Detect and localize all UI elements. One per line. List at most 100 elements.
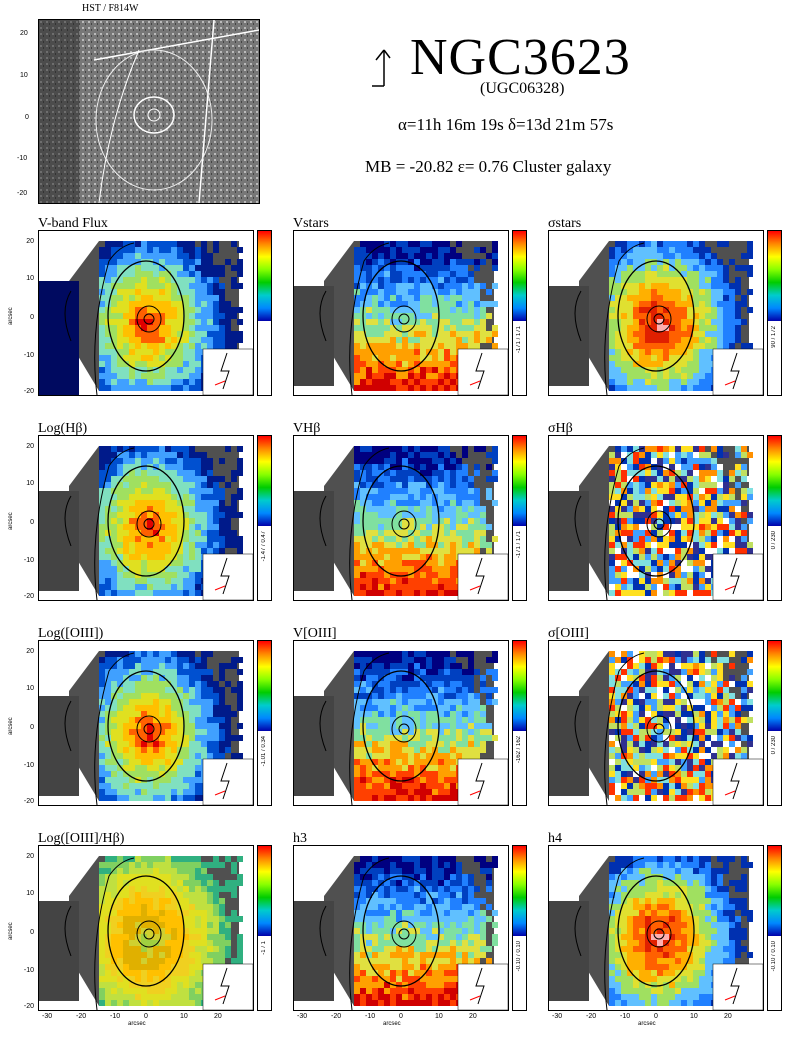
hst-label: HST / F814W — [82, 3, 139, 14]
colorbar: 0 / 230 — [767, 435, 782, 601]
colorbar-range: -171 / 171 — [516, 531, 522, 558]
x-tick-label: 20 — [724, 1013, 732, 1020]
colorbar-gradient — [258, 641, 271, 731]
x-axis-name: arcsec — [638, 1021, 656, 1027]
x-tick-label: 10 — [180, 1013, 188, 1020]
y-axis-name: arcsec — [8, 717, 14, 735]
galaxy-name: NGC3623 — [410, 28, 631, 87]
x-tick-label: 0 — [399, 1013, 403, 1020]
galaxy-alt-name: (UGC06328) — [480, 80, 564, 98]
y-tick-label: 10 — [16, 685, 34, 692]
x-tick-label: -30 — [297, 1013, 307, 1020]
colorbar-gradient — [768, 436, 781, 526]
x-tick-label: 20 — [214, 1013, 222, 1020]
colorbar: -162 / 162 — [512, 640, 527, 806]
y-tick-label: 20 — [16, 443, 34, 450]
colorbar-gradient — [513, 846, 526, 936]
x-tick-label: -30 — [42, 1013, 52, 1020]
y-tick-label: 0 — [16, 314, 34, 321]
y-tick-label: 20 — [16, 238, 34, 245]
colorbar-gradient — [513, 436, 526, 526]
colorbar-range: -1 / 1 — [261, 941, 267, 955]
x-tick-label: -20 — [76, 1013, 86, 1020]
colorbar-range: 0 / 230 — [771, 736, 777, 754]
x-tick-label: 20 — [469, 1013, 477, 1020]
colorbar: -1 / 1 — [257, 845, 272, 1011]
colorbar-gradient — [258, 436, 271, 526]
y-tick-label: -10 — [16, 762, 34, 769]
kinematic-map — [548, 435, 764, 601]
colorbar-gradient — [258, 231, 271, 321]
y-axis-name: arcsec — [8, 512, 14, 530]
galaxy-properties: MB = -20.82 ε= 0.76 Cluster galaxy — [365, 157, 611, 177]
y-tick-label: 20 — [16, 648, 34, 655]
y-tick-label: 10 — [16, 275, 34, 282]
colorbar-range: -171 / 171 — [516, 326, 522, 353]
colorbar-gradient — [768, 231, 781, 321]
kinematic-map — [293, 435, 509, 601]
colorbar — [257, 230, 272, 396]
map-panel: Vstars-171 / 171 — [293, 230, 533, 430]
colorbar-range: 0 / 230 — [771, 531, 777, 549]
y-tick-label: 0 — [16, 724, 34, 731]
map-panel: VHβ-171 / 171 — [293, 435, 533, 635]
colorbar: -1.01 / 0.34 — [257, 640, 272, 806]
x-tick-label: -30 — [552, 1013, 562, 1020]
north-arrow-icon — [370, 48, 392, 88]
y-tick-label: 10 — [16, 890, 34, 897]
map-panel: V[OIII]-162 / 162 — [293, 640, 533, 840]
kinematic-map — [293, 230, 509, 396]
kinematic-map — [548, 640, 764, 806]
y-tick-label: -20 — [16, 593, 34, 600]
colorbar-gradient — [513, 641, 526, 731]
kinematic-map — [38, 230, 254, 396]
x-tick-label: -10 — [110, 1013, 120, 1020]
y-tick-label: -10 — [16, 352, 34, 359]
kinematic-map — [38, 845, 254, 1011]
x-tick-label: -10 — [620, 1013, 630, 1020]
y-axis-name: arcsec — [8, 922, 14, 940]
x-tick-label: 10 — [690, 1013, 698, 1020]
x-tick-label: -20 — [586, 1013, 596, 1020]
kinematic-map — [293, 640, 509, 806]
colorbar: -0.10 / 0.10 — [767, 845, 782, 1011]
colorbar-gradient — [258, 846, 271, 936]
colorbar-gradient — [513, 231, 526, 321]
y-tick-label: -10 — [16, 557, 34, 564]
colorbar-gradient — [768, 846, 781, 936]
y-tick-label: 20 — [16, 853, 34, 860]
hst-image — [38, 19, 260, 204]
x-tick-label: 0 — [144, 1013, 148, 1020]
colorbar-range: -1.47 / 0.47 — [261, 531, 267, 561]
kinematic-map — [38, 640, 254, 806]
colorbar-range: -0.10 / 0.10 — [771, 941, 777, 971]
colorbar: 0 / 230 — [767, 640, 782, 806]
x-tick-label: 10 — [435, 1013, 443, 1020]
colorbar-range: -0.10 / 0.10 — [516, 941, 522, 971]
y-tick-label: 0 — [16, 519, 34, 526]
kinematic-map — [38, 435, 254, 601]
x-tick-label: -10 — [365, 1013, 375, 1020]
y-tick-label: 0 — [16, 929, 34, 936]
colorbar-range: -1.01 / 0.34 — [261, 736, 267, 766]
colorbar: -171 / 171 — [512, 230, 527, 396]
map-panel: σ[OIII]0 / 230 — [548, 640, 788, 840]
kinematic-map — [293, 845, 509, 1011]
y-axis-name: arcsec — [8, 307, 14, 325]
colorbar-gradient — [768, 641, 781, 731]
colorbar-range: -162 / 162 — [516, 736, 522, 763]
kinematic-map — [548, 845, 764, 1011]
y-tick-label: 10 — [16, 480, 34, 487]
y-tick-label: -10 — [16, 967, 34, 974]
colorbar: -0.10 / 0.10 — [512, 845, 527, 1011]
x-tick-label: -20 — [331, 1013, 341, 1020]
y-tick-label: -20 — [16, 1003, 34, 1010]
